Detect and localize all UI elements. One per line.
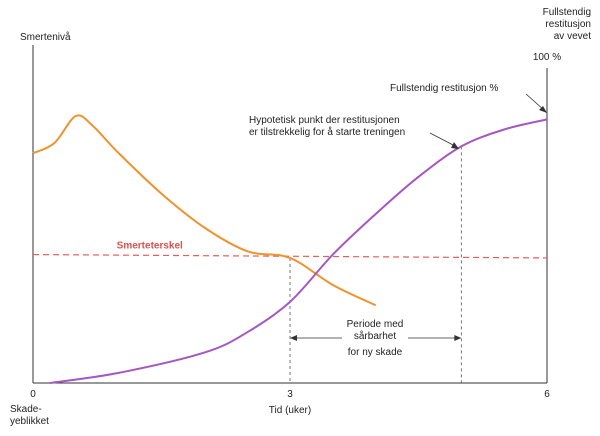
pain-threshold-line [32,253,548,259]
y-axis-label-right-line-1: Fullstendig [543,7,591,18]
x-tick-label-6: 6 [544,389,550,400]
x-tick-label-3: 3 [287,389,293,400]
y-axis-label-left: Smertenivå [20,31,71,43]
y-axis-label-right-line-2: restitusjon [545,19,591,30]
x-origin-label-line-1: Skade- [10,404,42,415]
vulnerability-annotation-line-2: sårbarhet [354,330,396,342]
hypothetical-point-annotation-line-2: er tilstrekkelig for å starte treningen [249,126,405,138]
right-axis-top-tick: 100 % [533,52,561,63]
full-restitution-arrowhead [539,106,547,113]
series-healing-line [49,118,548,384]
x-origin-label-line-2: yeblikket [10,416,49,427]
hypothetical-point-arrowhead [451,142,459,149]
hypothetical-point-pointer [429,132,456,147]
vulnerability-arrowhead-right [454,335,462,341]
series-pain-line [32,114,377,307]
vulnerability-annotation-line-3: for ny skade [348,347,403,358]
vulnerability-annotation-line-1: Periode med [347,319,404,330]
hypothetical-point-annotation-line-1: Hypotetisk punkt der restitusjonen [249,115,400,126]
full-restitution-pointer [525,93,545,111]
vulnerability-arrowhead-left [290,335,297,341]
y-axis-label-right-line-3: av vevet [554,31,591,42]
full-restitution-annotation: Fullstendig restitusjon % [390,83,498,94]
x-axis-label: Tid (uker) [269,405,311,416]
pain-threshold-label: Smerteterskel [117,241,183,252]
x-tick-label-0: 0 [30,389,36,400]
